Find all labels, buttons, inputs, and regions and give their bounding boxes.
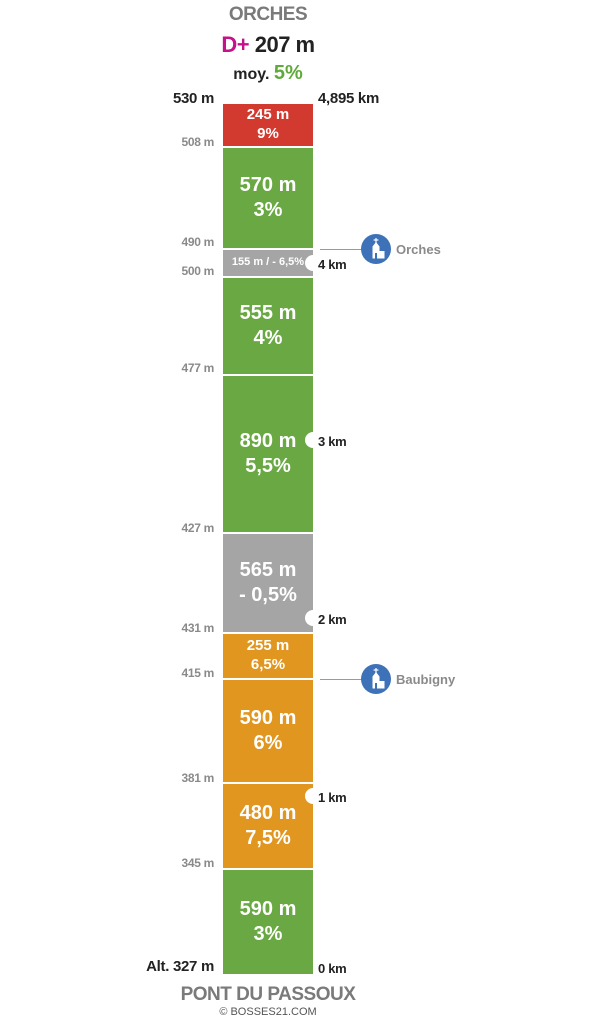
segment-grade: 3%: [253, 923, 283, 945]
segment-6: 565 m - 0,5%: [223, 534, 313, 632]
segment-length: 590 m: [239, 898, 297, 920]
town-leader-line: [320, 679, 362, 680]
elevation-gain-label: D+: [221, 32, 250, 57]
distance-label: 3 km: [318, 434, 347, 449]
segment-4: 555 m 4%: [223, 278, 313, 374]
segment-9: 480 m 7,5%: [223, 784, 313, 868]
segment-grade: 5,5%: [245, 455, 291, 477]
church-icon: [361, 664, 391, 694]
average-grade-label: moy.: [233, 66, 270, 83]
segment-grade: 6,5%: [250, 656, 286, 673]
town-leader-line: [320, 249, 362, 250]
km-notch: [305, 788, 321, 804]
segment-length: 155 m / - 6,5%: [231, 256, 305, 269]
segment-8: 590 m 6%: [223, 680, 313, 782]
segment-divider: [223, 276, 313, 278]
distance-label: 4 km: [318, 257, 347, 272]
altitude-label: 530 m: [172, 90, 214, 107]
segment-grade: 6%: [253, 732, 283, 754]
credit: © BOSSES21.COM: [219, 1006, 317, 1018]
altitude-label: 490 m: [181, 235, 214, 249]
segment-2: 570 m 3%: [223, 148, 313, 248]
segment-10: 590 m 3%: [223, 870, 313, 974]
segment-divider: [223, 678, 313, 680]
segment-divider: [223, 532, 313, 534]
town-name-orches: Orches: [396, 242, 441, 257]
segment-grade: 9%: [257, 125, 279, 142]
segment-length: 565 m: [239, 559, 297, 581]
average-grade-value: 5%: [273, 62, 303, 84]
km-notch: [305, 255, 321, 271]
average-grade: moy. 5%: [0, 62, 536, 85]
segment-length: 890 m: [239, 430, 297, 452]
altitude-label: Alt. 327 m: [146, 958, 214, 975]
segment-3: 155 m / - 6,5%: [223, 250, 313, 276]
distance-label: 2 km: [318, 612, 347, 627]
altitude-label: 431 m: [181, 621, 214, 635]
segment-grade: - 0,5%: [239, 584, 297, 606]
altitude-label: 345 m: [181, 856, 214, 870]
segment-divider: [223, 868, 313, 870]
distance-label: 4,895 km: [318, 90, 379, 107]
segment-length: 570 m: [239, 174, 297, 196]
elevation-gain-value: 207 m: [254, 32, 315, 57]
segment-grade: 7,5%: [245, 827, 291, 849]
altitude-label: 477 m: [181, 361, 214, 375]
segment-length: 255 m: [246, 637, 290, 655]
altitude-label: 415 m: [181, 666, 214, 680]
church-icon: [361, 234, 391, 264]
segment-length: 480 m: [239, 802, 297, 824]
segment-divider: [223, 146, 313, 148]
segment-length: 245 m: [246, 106, 290, 124]
segment-length: 590 m: [239, 707, 297, 729]
distance-label: 0 km: [318, 961, 347, 976]
segment-5: 890 m 5,5%: [223, 376, 313, 532]
segment-grade: 4%: [253, 327, 283, 349]
altitude-label: 500 m: [181, 264, 214, 278]
segment-length: 555 m: [239, 302, 297, 324]
segment-divider: [223, 632, 313, 634]
elevation-gain: D+ 207 m: [0, 32, 536, 58]
start-name: PONT DU PASSOUX: [180, 984, 356, 1005]
distance-label: 1 km: [318, 790, 347, 805]
altitude-label: 381 m: [181, 771, 214, 785]
km-notch: [305, 432, 321, 448]
segment-divider: [223, 782, 313, 784]
segment-7: 255 m 6,5%: [223, 634, 313, 678]
km-notch: [305, 610, 321, 626]
segment-divider: [223, 248, 313, 250]
segment-divider: [223, 374, 313, 376]
segment-1: 245 m 9%: [223, 104, 313, 146]
summit-name: ORCHES: [228, 4, 308, 25]
town-name-baubigny: Baubigny: [396, 672, 456, 687]
segment-grade: 3%: [253, 199, 283, 221]
altitude-label: 508 m: [181, 135, 214, 149]
altitude-label: 427 m: [181, 521, 214, 535]
